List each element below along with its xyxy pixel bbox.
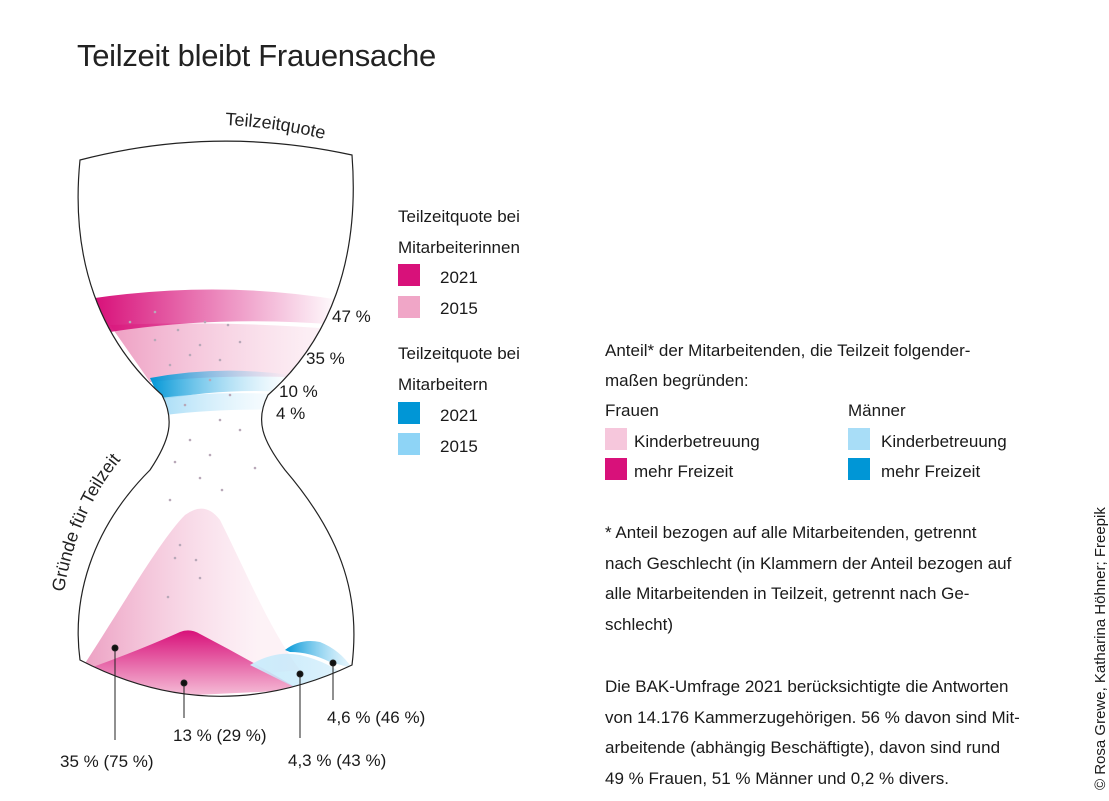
hill-women-leisure [90,630,300,697]
legend-heading-women: Frauen [605,401,659,420]
legend-label: 2021 [440,406,478,425]
swatch-men-leisure [848,458,870,480]
legend-intro: maßen begründen: [605,371,749,390]
swatch-women-2015 [398,296,420,318]
band-women-2015 [110,323,345,382]
band-men-2015 [160,393,290,415]
swatch-women-2021 [398,264,420,286]
credit: © Rosa Grewe, Katharina Höhner; Freepik [1092,507,1109,790]
footnote-line: nach Geschlecht (in Klammern der Anteil … [605,553,1012,573]
leader-lines [111,644,337,740]
footnote-line: * Anteil bezogen auf alle Mitarbeitenden… [605,523,977,542]
legend-heading: Mitarbeitern [398,375,488,394]
legend-label: mehr Freizeit [634,462,734,481]
survey-line: arbeitende (abhängig Beschäftigte), davo… [605,738,1001,757]
label-men-childcare: 4,3 % (43 %) [288,751,387,770]
legend-label: 2015 [440,299,478,318]
label-men-2021: 10 % [279,382,318,401]
footnote: * Anteil bezogen auf alle Mitarbeitenden… [605,518,1011,640]
side-label: Gründe für Teilzeit [48,449,124,592]
band-men-2021 [150,370,290,400]
footnote-line: schlecht) [605,614,674,634]
mountain-women-childcare [82,508,300,690]
hourglass-outline [77,140,355,697]
sand-dots [128,310,257,599]
label-women-childcare: 35 % (75 %) [60,752,154,771]
label-women-2021: 47 % [332,307,371,326]
label-men-leisure: 4,6 % (46 %) [327,708,426,727]
survey-note: Die BAK-Umfrage 2021 berücksichtigte die… [605,672,1020,794]
legend-intro: Anteil* der Mitarbeitenden, die Teilzeit… [605,341,971,360]
band-women-2021 [95,289,340,332]
label-women-leisure: 13 % (29 %) [173,726,267,745]
survey-line: von 14.176 Kammerzugehörigen. 56 % davon… [605,707,1020,727]
legend-label: Kinderbetreuung [881,432,1007,451]
legend-heading: Teilzeitquote bei [398,207,520,226]
survey-line: Die BAK-Umfrage 2021 berücksichtigte die… [605,677,1009,696]
legend-heading: Teilzeitquote bei [398,344,520,363]
page-title: Teilzeit bleibt Frauensache [77,38,436,73]
top-label: Teilzeitquote [225,109,328,143]
legend-heading: Mitarbeiterinnen [398,238,520,257]
legend-label: 2015 [440,437,478,456]
label-women-2015: 35 % [306,349,345,368]
label-men-2015: 4 % [276,404,306,423]
legend-label: 2021 [440,268,478,287]
legend-label: Kinderbetreuung [634,432,760,451]
survey-line: 49 % Frauen, 51 % Männer und 0,2 % diver… [605,768,949,788]
legend-heading-men: Männer [848,401,906,420]
swatch-women-childcare [605,428,627,450]
swatch-women-leisure [605,458,627,480]
swatch-men-2021 [398,402,420,424]
swatch-men-2015 [398,433,420,455]
legend-label: mehr Freizeit [881,462,981,481]
swatch-men-childcare [848,428,870,450]
footnote-line: alle Mitarbeitenden in Teilzeit, getrenn… [605,584,970,603]
